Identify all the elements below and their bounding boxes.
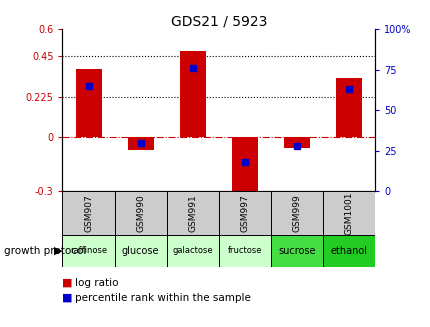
- Text: GSM1001: GSM1001: [344, 192, 353, 235]
- Text: growth protocol: growth protocol: [4, 246, 86, 256]
- Bar: [283, 137, 309, 148]
- Text: GSM907: GSM907: [84, 195, 93, 232]
- Bar: [114, 235, 166, 267]
- Bar: [270, 191, 322, 235]
- Text: glucose: glucose: [122, 246, 159, 256]
- Title: GDS21 / 5923: GDS21 / 5923: [170, 14, 266, 28]
- Bar: [127, 137, 153, 150]
- Bar: [218, 235, 270, 267]
- Text: ■: ■: [61, 278, 72, 288]
- Text: galactose: galactose: [172, 247, 212, 255]
- Text: fructose: fructose: [227, 247, 261, 255]
- Bar: [270, 235, 322, 267]
- Text: raffinose: raffinose: [70, 247, 107, 255]
- Bar: [231, 137, 257, 195]
- Bar: [218, 191, 270, 235]
- Bar: [179, 51, 205, 137]
- Bar: [114, 191, 166, 235]
- Text: ethanol: ethanol: [330, 246, 367, 256]
- Bar: [322, 191, 374, 235]
- Bar: [335, 78, 361, 137]
- Bar: [322, 235, 374, 267]
- Bar: [166, 191, 218, 235]
- Text: GSM990: GSM990: [136, 195, 145, 232]
- Bar: [75, 69, 101, 137]
- Bar: [62, 235, 114, 267]
- Text: ▶: ▶: [54, 246, 62, 256]
- Text: GSM991: GSM991: [188, 195, 197, 232]
- Text: log ratio: log ratio: [75, 278, 119, 288]
- Text: percentile rank within the sample: percentile rank within the sample: [75, 293, 251, 302]
- Text: GSM997: GSM997: [240, 195, 249, 232]
- Text: ■: ■: [61, 293, 72, 302]
- Bar: [166, 235, 218, 267]
- Text: GSM999: GSM999: [292, 195, 301, 232]
- Text: sucrose: sucrose: [277, 246, 315, 256]
- Bar: [62, 191, 114, 235]
